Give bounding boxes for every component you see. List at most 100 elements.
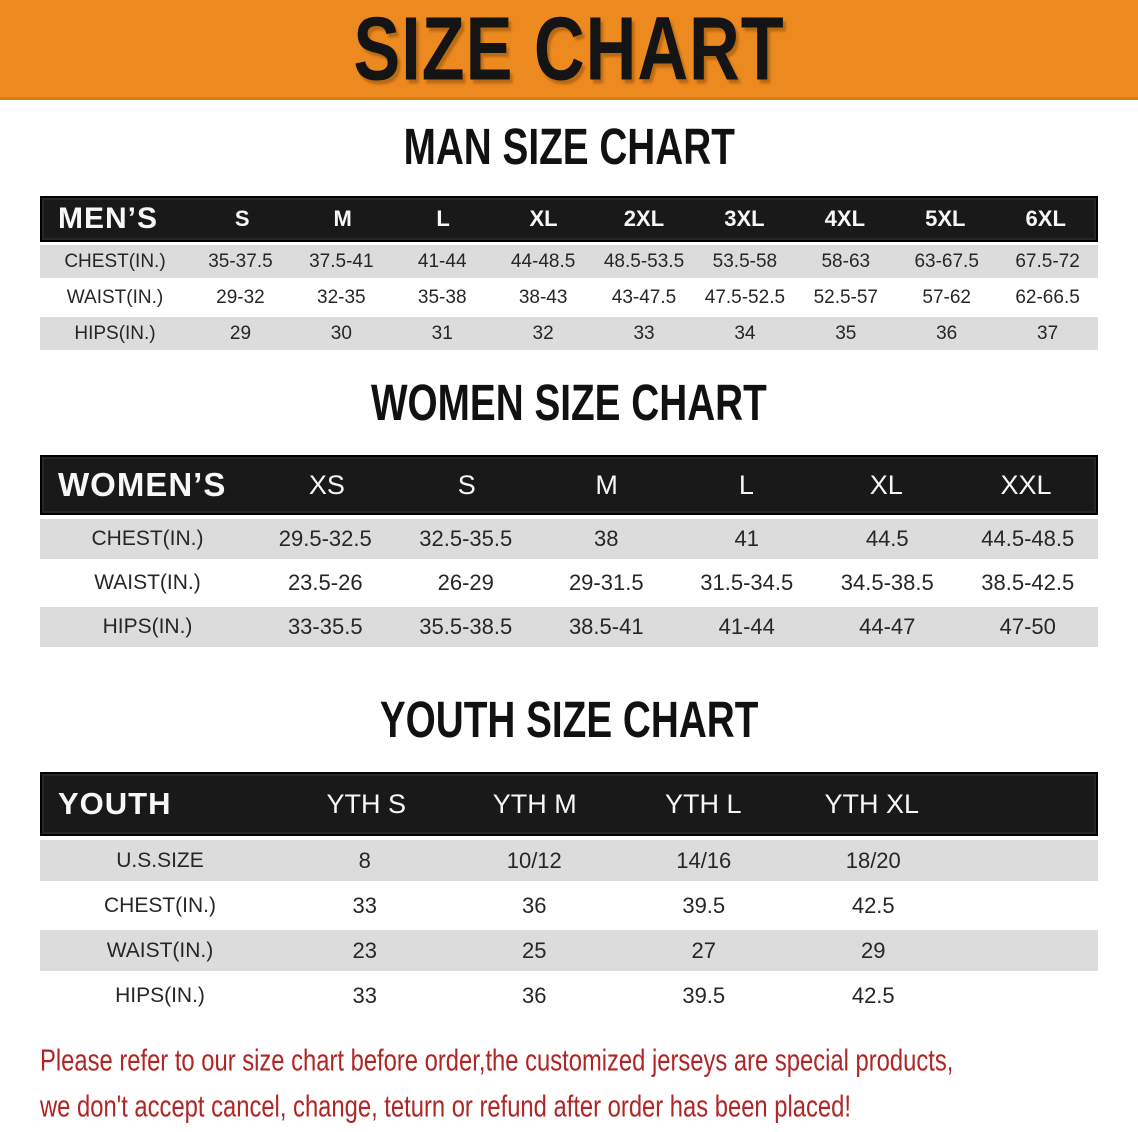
size-value-cell: 47-50 (999, 614, 1056, 639)
women-size-table: WOMEN’S XS S M L XL XXL CHEST(IN.) 29.5-32.5 32.5… (40, 455, 1098, 647)
men-section: MAN SIZE CHART MEN’S S M L XL 2XL 3XL 4XL 5XL 6XL C… (0, 119, 1138, 350)
size-column-header: YTH S (326, 788, 406, 819)
size-value-cell: 35 (835, 322, 857, 344)
men-table-header: MEN’S S M L XL 2XL 3XL 4XL 5XL 6XL (40, 196, 1098, 242)
table-row: HIPS(IN.) 33 36 39.5 42.5 (40, 975, 1098, 1016)
size-value-cell: 33 (633, 322, 655, 344)
size-value-cell: 58-63 (821, 250, 871, 272)
size-value-cell: 30 (330, 322, 352, 344)
size-value-cell: 44.5 (865, 526, 909, 551)
size-value-cell: 26-29 (437, 570, 494, 595)
size-value-cell: 25 (522, 937, 547, 963)
row-label: WAIST(IN.) (94, 571, 201, 594)
size-value-cell: 35-38 (417, 286, 467, 308)
size-value-cell: 43-47.5 (611, 286, 677, 308)
size-column-header: 4XL (824, 206, 866, 231)
row-label: U.S.SIZE (116, 848, 204, 872)
size-value-cell: 29 (861, 937, 886, 963)
size-value-cell: 18/20 (845, 847, 901, 873)
size-value-cell: 27 (691, 937, 716, 963)
table-row: WAIST(IN.) 23.5-26 26-29 29-31.5 31.5-34.5 34… (40, 563, 1098, 603)
footer-note: Please refer to our size chart before or… (40, 1038, 1138, 1130)
size-value-cell: 32 (532, 322, 554, 344)
youth-section-title: YOUTH SIZE CHART (0, 692, 1138, 748)
size-value-cell: 41-44 (417, 250, 467, 272)
size-value-cell: 31.5-34.5 (700, 570, 794, 595)
table-row: CHEST(IN.) 35-37.5 37.5-41 41-44 44-48.5 48.5… (40, 245, 1098, 278)
size-column-header: XL (869, 469, 903, 500)
size-value-cell: 38-43 (518, 286, 568, 308)
size-value-cell: 36 (522, 892, 547, 918)
size-value-cell: 38.5-42.5 (981, 570, 1075, 595)
youth-table-header: YOUTH YTH S YTH M YTH L YTH XL (40, 772, 1098, 836)
row-label: CHEST(IN.) (91, 527, 204, 550)
row-label: WAIST(IN.) (106, 938, 214, 962)
size-value-cell: 37.5-41 (309, 250, 374, 272)
size-column-header: 6XL (1025, 206, 1066, 231)
size-value-cell: 37 (1037, 322, 1059, 344)
size-column-header: 3XL (724, 206, 765, 231)
size-value-cell: 44-48.5 (510, 250, 576, 272)
size-value-cell: 48.5-53.5 (603, 250, 685, 272)
row-label: CHEST(IN.) (64, 250, 166, 272)
size-value-cell: 39.5 (682, 982, 726, 1008)
youth-size-table: YOUTH YTH S YTH M YTH L YTH XL U.S.SIZE 8 10/12… (40, 772, 1098, 1016)
size-value-cell: 33-35.5 (287, 614, 363, 639)
size-value-cell: 32.5-35.5 (419, 526, 513, 551)
size-value-cell: 36 (522, 982, 547, 1008)
size-value-cell: 33 (352, 982, 377, 1008)
size-value-cell: 29-31.5 (568, 570, 644, 595)
table-row: HIPS(IN.) 29 30 31 32 33 34 35 36 37 (40, 317, 1098, 350)
size-value-cell: 39.5 (682, 892, 726, 918)
section-title-text: YOUTH SIZE CHART (379, 692, 759, 749)
size-value-cell: 10/12 (506, 847, 562, 873)
size-column-header: S (457, 469, 476, 500)
size-chart-banner: SIZE CHART (0, 0, 1138, 100)
size-column-header: L (436, 206, 450, 231)
size-value-cell: 41-44 (718, 614, 775, 639)
size-value-cell: 34.5-38.5 (840, 570, 934, 595)
size-value-cell: 33 (352, 892, 377, 918)
size-value-cell: 34 (734, 322, 756, 344)
table-header-label: WOMEN’S (58, 466, 227, 503)
table-row: CHEST(IN.) 33 36 39.5 42.5 (40, 885, 1098, 926)
size-value-cell: 67.5-72 (1015, 250, 1080, 272)
section-title-text: WOMEN SIZE CHART (371, 375, 767, 432)
size-value-cell: 53.5-58 (712, 250, 778, 272)
size-column-header: L (738, 469, 754, 500)
size-column-header: YTH XL (824, 788, 920, 819)
size-column-header: XS (308, 469, 345, 500)
size-sections: MAN SIZE CHART MEN’S S M L XL 2XL 3XL 4XL 5XL 6XL C… (0, 119, 1138, 1016)
size-value-cell: 38 (594, 526, 619, 551)
footer-line-1: Please refer to our size chart before or… (40, 1044, 954, 1078)
men-section-title: MAN SIZE CHART (0, 119, 1138, 175)
table-row: HIPS(IN.) 33-35.5 35.5-38.5 38.5-41 41-44 44-… (40, 607, 1098, 647)
row-label: WAIST(IN.) (66, 286, 164, 308)
row-label: HIPS(IN.) (102, 615, 193, 638)
size-column-header: M (595, 469, 618, 500)
size-value-cell: 47.5-52.5 (704, 286, 786, 308)
size-value-cell: 35-37.5 (208, 250, 273, 272)
size-value-cell: 35.5-38.5 (419, 614, 513, 639)
size-value-cell: 62-66.5 (1015, 286, 1080, 308)
size-value-cell: 23 (352, 937, 377, 963)
size-value-cell: 52.5-57 (813, 286, 879, 308)
table-header-label: YOUTH (58, 786, 172, 821)
size-value-cell: 41 (734, 526, 759, 551)
size-value-cell: 32-35 (317, 286, 366, 308)
size-value-cell: 63-67.5 (914, 250, 979, 272)
size-column-header: XL (529, 206, 558, 231)
size-value-cell: 29-32 (216, 286, 265, 308)
size-column-header: 2XL (623, 206, 665, 231)
women-section-title: WOMEN SIZE CHART (0, 375, 1138, 431)
size-value-cell: 44-47 (859, 614, 916, 639)
size-value-cell: 29 (229, 322, 252, 344)
table-header-label: MEN’S (58, 202, 159, 235)
table-row: U.S.SIZE 8 10/12 14/16 18/20 (40, 840, 1098, 881)
size-value-cell: 44.5-48.5 (981, 526, 1075, 551)
men-size-table: MEN’S S M L XL 2XL 3XL 4XL 5XL 6XL CHEST(IN.) 35-37… (40, 196, 1098, 350)
size-value-cell: 31 (431, 322, 453, 344)
women-section: WOMEN SIZE CHART WOMEN’S XS S M L XL XXL CHEST(I… (0, 375, 1138, 647)
size-column-header: YTH L (664, 788, 742, 819)
footer-line-2: we don't accept cancel, change, teturn o… (40, 1090, 851, 1124)
